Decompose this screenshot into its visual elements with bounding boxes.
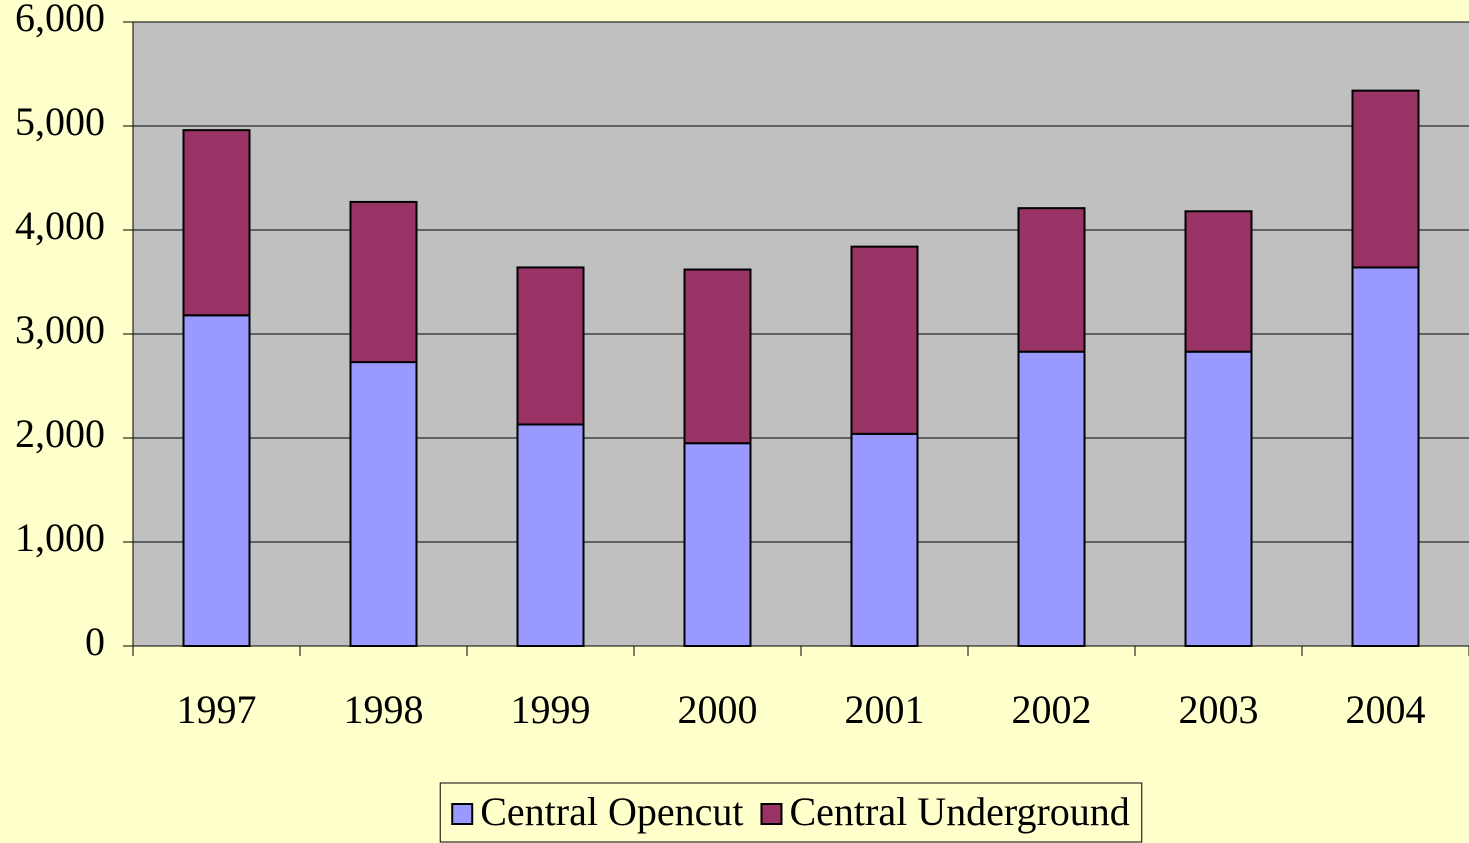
bar-segment <box>683 442 752 648</box>
y-tick-label: 6,000 <box>15 0 105 40</box>
bar-segment <box>516 423 585 648</box>
x-tick-label: 1998 <box>344 687 424 732</box>
bar-segment <box>182 129 251 317</box>
bar-segment <box>182 314 251 647</box>
y-tick-label: 4,000 <box>15 203 105 248</box>
bar-segment <box>516 266 585 426</box>
legend-swatch <box>451 803 474 825</box>
bar-segment <box>349 200 418 364</box>
legend-label: Central Underground <box>789 789 1129 834</box>
legend-box <box>439 782 1143 843</box>
bar-segment <box>1351 266 1420 647</box>
x-tick-label: 2004 <box>1346 687 1426 732</box>
bar-segment <box>1184 350 1253 647</box>
bar-segment <box>1017 350 1086 647</box>
x-tick-label: 2002 <box>1012 687 1092 732</box>
x-tick-label: 1997 <box>177 687 257 732</box>
bar-segment <box>850 432 919 647</box>
bar-segment <box>1017 207 1086 353</box>
y-tick-label: 3,000 <box>15 307 105 352</box>
x-tick-label: 2000 <box>678 687 758 732</box>
legend: Central Opencut Central Underground <box>439 782 1143 843</box>
bar-segment <box>1351 89 1420 269</box>
y-tick-label: 0 <box>85 619 105 664</box>
x-tick-label: 1999 <box>511 687 591 732</box>
x-tick-label: 2001 <box>845 687 925 732</box>
bar-segment <box>850 245 919 435</box>
legend-label: Central Opencut <box>480 789 743 834</box>
x-tick-label: 2003 <box>1179 687 1259 732</box>
bar-segment <box>349 361 418 647</box>
y-tick-label: 5,000 <box>15 99 105 144</box>
legend-swatch <box>760 803 783 825</box>
bar-segment <box>683 268 752 445</box>
y-tick-label: 2,000 <box>15 411 105 456</box>
y-tick-label: 1,000 <box>15 515 105 560</box>
bar-segment <box>1184 210 1253 353</box>
